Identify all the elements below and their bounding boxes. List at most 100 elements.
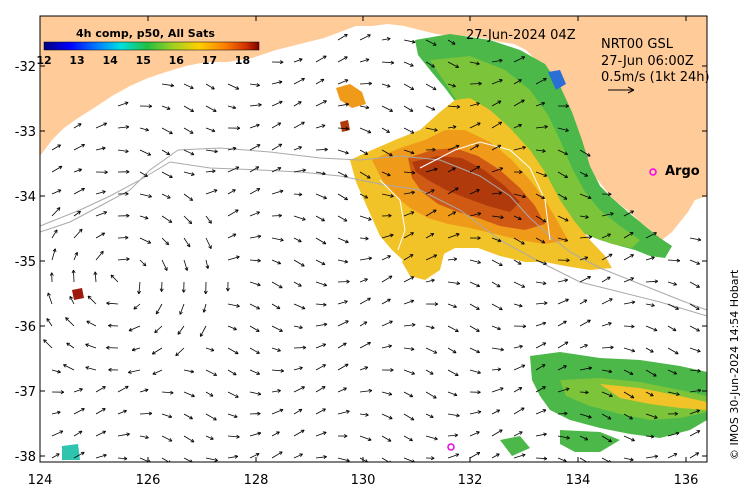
current-arrow-head — [148, 459, 151, 462]
current-arrow — [249, 303, 260, 310]
current-arrow-head — [256, 211, 260, 215]
current-arrow-head — [607, 192, 612, 197]
current-arrow-head — [257, 391, 262, 396]
current-arrow-head — [86, 320, 91, 325]
current-arrow-head — [584, 344, 588, 348]
current-arrow-head — [99, 250, 104, 255]
current-arrow — [315, 386, 326, 393]
y-tick-label: -34 — [15, 190, 36, 205]
current-arrow — [337, 259, 348, 263]
current-arrow-head — [299, 366, 303, 371]
current-arrow-head — [498, 262, 503, 266]
current-arrow — [535, 215, 547, 223]
current-arrow — [205, 347, 215, 351]
current-arrow-head — [297, 283, 302, 287]
product-line1: NRT00 GSL — [601, 37, 674, 52]
current-arrow — [381, 345, 392, 349]
current-arrow — [315, 303, 327, 306]
current-arrow-head — [496, 409, 501, 414]
current-arrow — [161, 435, 173, 442]
current-arrow — [315, 323, 328, 327]
current-arrow — [63, 364, 75, 371]
current-arrow-head — [147, 240, 152, 244]
current-arrow-head — [386, 172, 391, 177]
current-arrow — [271, 81, 283, 85]
current-arrow — [73, 123, 82, 129]
current-arrow — [293, 303, 306, 310]
current-arrow-head — [497, 100, 502, 105]
current-arrow-head — [147, 152, 152, 156]
current-arrows — [43, 33, 702, 462]
current-arrow-head — [564, 278, 568, 283]
current-arrow-head — [101, 232, 106, 237]
current-arrow-head — [564, 238, 569, 242]
current-arrow-head — [388, 275, 393, 280]
current-arrow — [513, 99, 525, 107]
current-arrow-head — [74, 252, 79, 256]
current-arrow-head — [58, 165, 63, 170]
current-arrow — [403, 324, 416, 327]
current-arrow-head — [498, 429, 503, 433]
current-arrow — [85, 343, 97, 349]
current-arrow — [205, 237, 212, 249]
current-arrow — [601, 413, 612, 420]
current-arrow — [381, 391, 392, 395]
current-arrow-head — [410, 150, 415, 155]
current-arrow — [249, 453, 260, 459]
current-arrow-head — [343, 434, 348, 438]
current-arrow — [447, 413, 460, 417]
current-arrow — [51, 144, 61, 151]
current-arrow-head — [608, 298, 613, 302]
current-arrow — [95, 250, 104, 261]
current-arrow — [623, 347, 635, 352]
current-arrow — [491, 429, 503, 437]
current-arrow-head — [257, 431, 262, 436]
current-arrow — [85, 366, 97, 371]
current-arrow-head — [233, 414, 238, 419]
current-arrow-head — [434, 436, 438, 441]
current-arrow — [161, 127, 173, 135]
current-arrow — [623, 325, 635, 328]
current-arrow — [469, 303, 480, 310]
current-arrow-head — [345, 102, 349, 107]
current-arrow — [139, 237, 151, 244]
current-arrow-head — [321, 386, 326, 390]
current-arrow — [271, 325, 283, 332]
current-arrow-head — [587, 195, 592, 200]
current-arrow — [177, 325, 185, 335]
current-arrow — [447, 211, 456, 217]
current-arrow-head — [321, 124, 326, 128]
current-arrow — [227, 325, 237, 331]
current-arrow-head — [175, 352, 180, 357]
current-arrow-head — [431, 106, 436, 111]
current-arrow-head — [654, 454, 659, 459]
current-arrow — [293, 237, 302, 243]
current-arrow-head — [497, 238, 502, 243]
current-arrow — [293, 453, 303, 459]
current-arrow-head — [343, 217, 348, 222]
current-arrow — [601, 233, 611, 239]
current-arrow — [183, 413, 193, 420]
current-arrow-head — [159, 288, 164, 292]
current-arrow — [381, 61, 394, 64]
current-arrow-head — [452, 167, 456, 171]
current-arrow-head — [564, 151, 568, 156]
current-arrow-head — [278, 213, 282, 218]
current-arrow — [403, 127, 415, 134]
current-arrow-head — [344, 79, 349, 83]
current-arrow — [73, 210, 81, 217]
current-arrow — [293, 78, 305, 85]
current-arrow-head — [588, 366, 593, 371]
current-arrow — [403, 276, 415, 283]
current-arrow-head — [59, 430, 64, 435]
current-arrow-head — [432, 394, 437, 399]
current-arrow-head — [541, 101, 546, 106]
current-arrow — [645, 347, 654, 353]
sst-contour — [419, 141, 551, 241]
current-arrow — [73, 388, 83, 393]
current-arrow — [227, 347, 239, 355]
current-arrow-head — [190, 151, 195, 156]
current-arrow — [689, 369, 701, 372]
current-arrow-head — [388, 391, 393, 396]
current-arrow-head — [522, 145, 526, 150]
